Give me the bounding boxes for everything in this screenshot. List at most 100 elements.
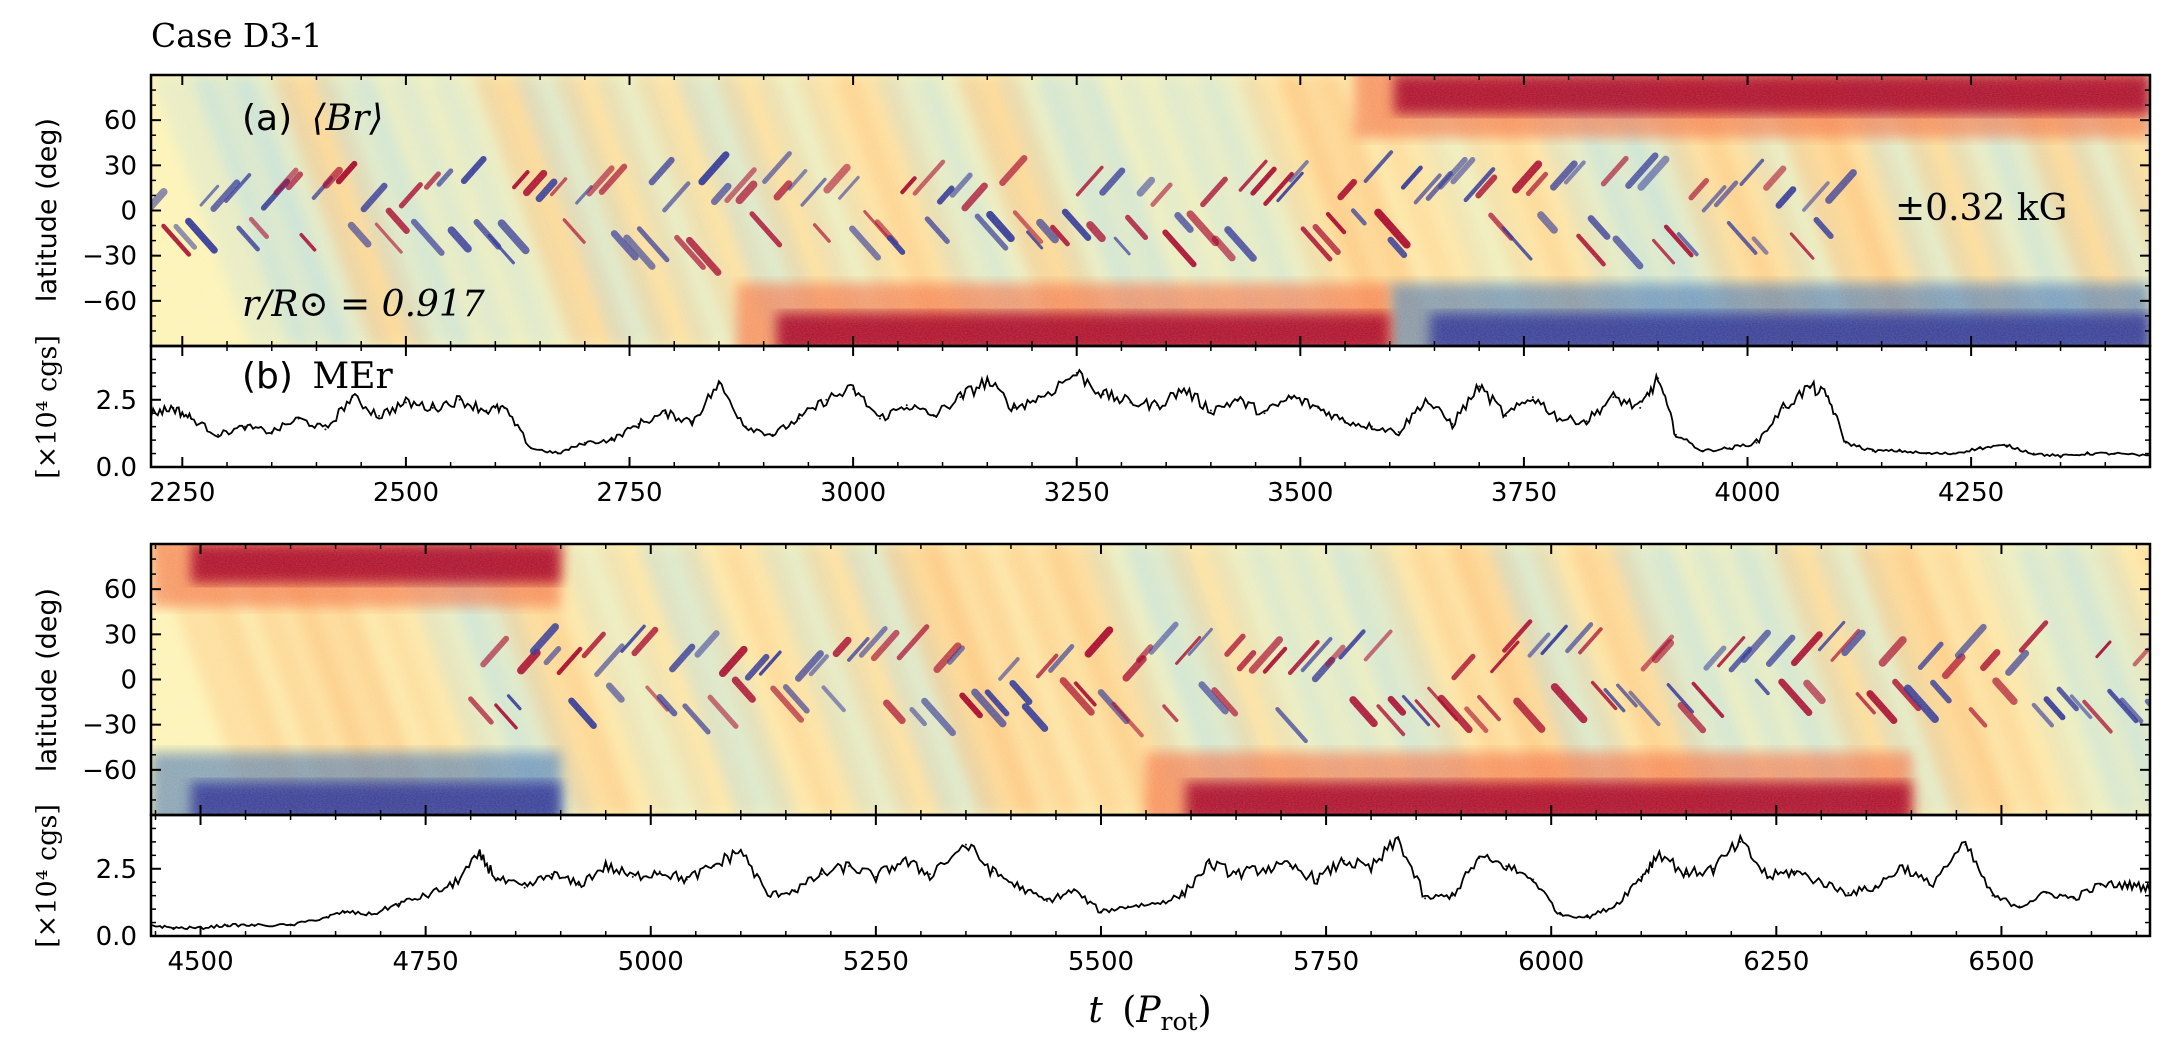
mer-data-point bbox=[874, 875, 877, 878]
panel-d-frame bbox=[149, 813, 2152, 938]
mer-data-point bbox=[1370, 867, 1373, 870]
panel-b-label-letter: (b) bbox=[242, 356, 293, 397]
mer-data-point bbox=[1755, 441, 1758, 444]
mer-data-point bbox=[1126, 905, 1129, 908]
y-tick-label: 0.0 bbox=[96, 453, 137, 483]
mer-data-point bbox=[664, 412, 667, 415]
mer-data-point bbox=[530, 447, 533, 450]
mer-data-point bbox=[1290, 396, 1293, 399]
mer-data-point bbox=[1898, 449, 1901, 452]
panel-d-line-plot: 0.0 2.5 4500 4750 5000 5250 5500 5750 6000 6250 65… bbox=[96, 813, 2152, 977]
mer-data-point bbox=[901, 859, 904, 862]
x-tick-label: 4000 bbox=[1714, 478, 1780, 508]
x-tick-label: 6000 bbox=[1518, 947, 1584, 977]
mer-data-point bbox=[270, 431, 273, 434]
mer-data-point bbox=[717, 382, 720, 385]
ylabel-c: latitude (deg) bbox=[32, 588, 63, 772]
mer-data-point bbox=[1658, 851, 1661, 854]
panel-a-heatmap: 60 30 0 −30 −60 (a) ⟨Br⟩ r/R⊙ = 0.917 ±0.32 … bbox=[82, 73, 2152, 348]
mer-data-point bbox=[2045, 891, 2048, 894]
x-tick-label: 3750 bbox=[1491, 478, 1557, 508]
mer-data-point bbox=[1871, 449, 1874, 452]
mer-data-point bbox=[1685, 873, 1688, 876]
x-tick-label: 2750 bbox=[596, 478, 662, 508]
x-tick-label: 5750 bbox=[1293, 947, 1359, 977]
mer-data-point bbox=[1424, 897, 1427, 900]
mer-data-point bbox=[217, 433, 220, 436]
mer-data-point bbox=[431, 406, 434, 409]
mer-data-point bbox=[1809, 385, 1812, 388]
x-tick-label: 5250 bbox=[843, 947, 909, 977]
mer-data-point bbox=[1585, 420, 1588, 423]
panel-c-heatmap: 60 30 0 −30 −60 bbox=[82, 542, 2152, 817]
heatmap-a-noise bbox=[151, 75, 2150, 346]
mer-data-point bbox=[1782, 406, 1785, 409]
xlabel-t: t bbox=[1088, 990, 1103, 1031]
x-tick-label: 4500 bbox=[167, 947, 233, 977]
mer-data-point bbox=[771, 433, 774, 436]
mer-data-point bbox=[1075, 371, 1078, 374]
mer-data-point bbox=[378, 414, 381, 417]
mer-data-point bbox=[1674, 433, 1677, 436]
mer-data-point bbox=[1532, 878, 1535, 881]
mer-data-point bbox=[1156, 404, 1159, 407]
x-tick-label: 3250 bbox=[1044, 478, 1110, 508]
mer-data-point bbox=[798, 417, 801, 420]
mer-data-point bbox=[1045, 900, 1048, 903]
y-tick-label: −30 bbox=[82, 711, 137, 741]
mer-data-point bbox=[1317, 406, 1320, 409]
mer-data-point bbox=[172, 926, 175, 929]
mer-data-point bbox=[1979, 447, 1982, 450]
panel-a-label-letter: (a) bbox=[242, 98, 292, 139]
heatmap-c-noise bbox=[151, 544, 2150, 815]
mer-data-point bbox=[496, 878, 499, 881]
mer-data-point bbox=[351, 396, 354, 399]
radius-annotation: r/R⊙ = 0.917 bbox=[242, 284, 485, 325]
mer-data-point bbox=[550, 873, 553, 876]
x-tick-label: 3000 bbox=[820, 478, 886, 508]
mer-data-point bbox=[1820, 881, 1823, 884]
mer-data-point bbox=[1925, 452, 1928, 455]
mer-data-point bbox=[397, 902, 400, 905]
mer-data-point bbox=[1263, 412, 1266, 415]
mer-data-point bbox=[1874, 886, 1877, 889]
mer-data-point bbox=[1154, 902, 1157, 905]
x-tick-label: 4750 bbox=[393, 947, 459, 977]
mer-data-point bbox=[451, 883, 454, 886]
panel-b-line-plot: 0.0 2.5 2250 2500 2750 3000 3250 3500 3750 4000 42… bbox=[96, 344, 2152, 508]
xlabel-subscript: rot bbox=[1161, 1007, 1198, 1036]
mer-data-point bbox=[604, 865, 607, 868]
x-tick-label: 6500 bbox=[1968, 947, 2034, 977]
x-tick-label: 4250 bbox=[1938, 478, 2004, 508]
mer-data-point bbox=[2149, 886, 2151, 889]
y-tick-label: −30 bbox=[82, 242, 137, 272]
mer-data-point bbox=[1701, 449, 1704, 452]
figure-title: Case D3-1 bbox=[151, 16, 322, 55]
panel-a-ticks: 60 30 0 −30 −60 bbox=[82, 74, 2151, 347]
mer-data-point bbox=[324, 428, 327, 431]
mer-data-point bbox=[739, 848, 742, 851]
mer-data-point bbox=[2005, 444, 2008, 447]
y-tick-label: 2.5 bbox=[96, 855, 137, 885]
mer-data-point bbox=[1793, 870, 1796, 873]
mer-data-point bbox=[1235, 873, 1238, 876]
panel-d-ticks: 0.0 2.5 4500 4750 5000 5250 5500 5750 6000 6250 65… bbox=[96, 814, 2150, 977]
mer-series-line bbox=[150, 833, 2151, 931]
mer-data-point bbox=[289, 924, 292, 927]
mer-data-point bbox=[2018, 905, 2021, 908]
mer-data-point bbox=[1827, 396, 1830, 399]
x-tick-label: 6250 bbox=[1743, 947, 1809, 977]
mer-data-point bbox=[370, 913, 373, 916]
xlabel-unit: P bbox=[1135, 990, 1161, 1031]
x-tick-label: 2500 bbox=[373, 478, 439, 508]
mer-data-point bbox=[1739, 840, 1742, 843]
mer-data-point bbox=[1181, 894, 1184, 897]
mer-data-point bbox=[2149, 455, 2151, 458]
mer-data-point bbox=[2099, 883, 2102, 886]
mer-data-point bbox=[932, 414, 935, 417]
mer-data-point bbox=[1129, 401, 1132, 404]
panel-b-series bbox=[150, 368, 2151, 459]
y-tick-label: 0.0 bbox=[96, 922, 137, 952]
mer-data-point bbox=[1844, 441, 1847, 444]
mer-data-point bbox=[986, 379, 989, 382]
